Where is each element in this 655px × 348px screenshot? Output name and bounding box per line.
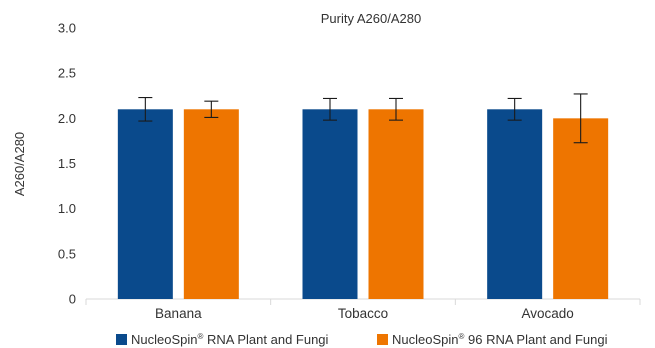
- y-tick-label: 0: [69, 292, 76, 307]
- y-tick-label: 0.5: [58, 246, 76, 261]
- bar: [487, 109, 543, 299]
- legend-label: NucleoSpin® RNA Plant and Fungi: [131, 332, 329, 347]
- x-tick-label: Tobacco: [338, 306, 388, 321]
- y-tick-label: 1.0: [58, 201, 76, 216]
- bar: [183, 109, 239, 299]
- error-bar: [573, 93, 588, 144]
- legend-label: NucleoSpin® 96 RNA Plant and Fungi: [392, 332, 608, 347]
- bar: [117, 109, 173, 299]
- chart-title: Purity A260/A280: [321, 11, 421, 26]
- legend-swatch: [377, 334, 388, 345]
- legend: NucleoSpin® RNA Plant and Fungi NucleoSpi…: [116, 332, 608, 347]
- error-bar: [323, 97, 337, 121]
- error-bar: [138, 97, 153, 122]
- y-tick-label: 2.0: [58, 111, 76, 126]
- x-tick-label: Banana: [155, 306, 202, 321]
- y-axis-label: A260/A280: [12, 132, 27, 196]
- error-bar: [204, 100, 219, 118]
- plot-area: 0 0.5 1.0 1.5 2.0 2.5 3.0 Banana Tobacco Avocado: [58, 21, 641, 321]
- legend-item: NucleoSpin® 96 RNA Plant and Fungi: [377, 332, 608, 347]
- y-tick-label: 2.5: [58, 66, 76, 81]
- y-tick-label: 3.0: [58, 21, 76, 36]
- bar: [553, 118, 609, 299]
- y-tick-label: 1.5: [58, 156, 76, 171]
- error-bar: [389, 97, 403, 121]
- bar: [302, 109, 358, 299]
- legend-swatch: [116, 334, 127, 345]
- legend-item: NucleoSpin® RNA Plant and Fungi: [116, 332, 329, 347]
- x-tick-label: Avocado: [522, 306, 574, 321]
- bar: [368, 109, 424, 299]
- error-bar: [507, 97, 522, 121]
